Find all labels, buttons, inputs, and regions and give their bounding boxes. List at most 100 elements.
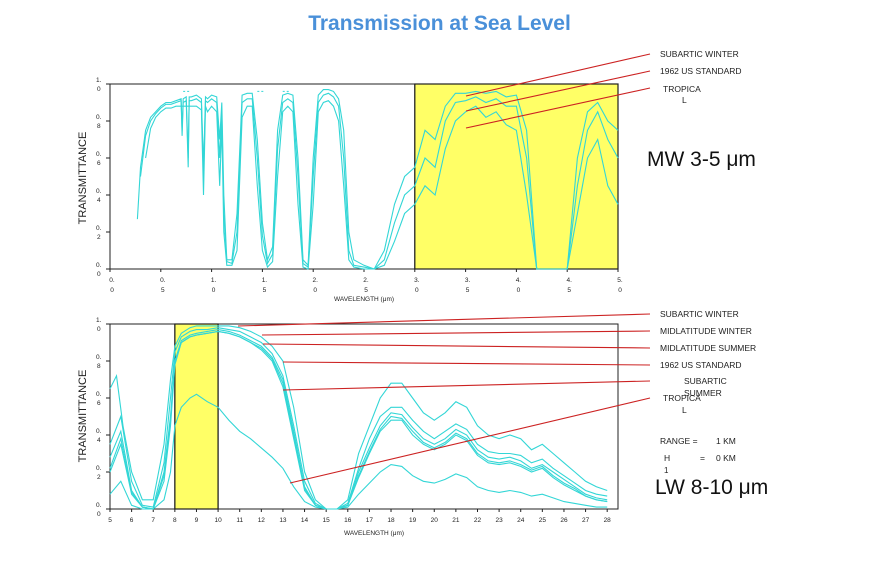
bottom-legend-leader — [282, 361, 651, 366]
top-x-tick-label: 0 — [618, 287, 622, 294]
bottom-x-tick-label: 5 — [108, 517, 112, 524]
bottom-legend-leader — [262, 343, 651, 349]
bottom-legend-label: SUBARTIC WINTER — [660, 309, 739, 319]
bottom-x-tick-label: 10 — [214, 517, 222, 524]
top-x-tick-label: 0 — [415, 287, 419, 294]
top-x-tick-label: 2. — [312, 277, 318, 284]
top-x-tick-label: 4. — [566, 277, 572, 284]
bottom-x-tick-label: 15 — [323, 517, 331, 524]
top-x-tick-label: 0 — [212, 287, 216, 294]
bottom-legend-leader — [282, 380, 651, 391]
top-legend-leader — [465, 53, 651, 97]
bottom-legend-leader — [237, 313, 651, 327]
bottom-x-tick-label: 20 — [431, 517, 439, 524]
height-label: H — [664, 453, 670, 463]
bottom-x-tick-label: 12 — [258, 517, 266, 524]
height-subscript: 1 — [664, 466, 669, 475]
bottom-x-tick-label: 18 — [387, 517, 395, 524]
top-y-tick-label: 0. — [96, 151, 102, 158]
bottom-x-tick-label: 11 — [236, 517, 243, 524]
bottom-highlight-band — [174, 323, 219, 510]
bottom-x-tick-label: 27 — [582, 517, 590, 524]
top-legend-label: 1962 US STANDARD — [660, 66, 742, 76]
top-x-tick-label: 5 — [161, 287, 165, 294]
top-legend-label: TROPICA — [663, 84, 701, 94]
top-x-tick-label: 5 — [466, 287, 470, 294]
bottom-y-tick-label: 0. — [96, 428, 102, 435]
top-series-line — [145, 100, 619, 270]
top-x-tick-label: 5 — [364, 287, 368, 294]
top-series-line — [139, 92, 619, 270]
bottom-x-tick-label: 13 — [279, 517, 287, 524]
top-x-tick-label: 1. — [211, 277, 217, 284]
top-x-tick-label: 0 — [110, 287, 114, 294]
bottom-x-tick-label: 19 — [409, 517, 417, 524]
bottom-series-line — [109, 393, 608, 510]
bottom-y-tick-label: 2 — [97, 474, 101, 481]
top-y-tick-label: 8 — [97, 123, 101, 130]
bottom-legend-label: MIDLATITUDE SUMMER — [660, 343, 756, 353]
bottom-x-axis-label: WAVELENGTH (μm) — [344, 530, 404, 537]
bottom-y-tick-label: 0. — [96, 465, 102, 472]
bottom-legend-label: 1962 US STANDARD — [660, 360, 742, 370]
bottom-y-tick-label: 1. — [96, 317, 102, 324]
top-x-tick-label: 0. — [109, 277, 115, 284]
bottom-legend-leader — [289, 397, 651, 484]
lw-band-label: LW 8-10 μm — [655, 476, 769, 499]
top-x-tick-label: 0 — [517, 287, 521, 294]
bottom-x-tick-label: 17 — [366, 517, 374, 524]
bottom-x-tick-label: 22 — [474, 517, 482, 524]
top-legend-leader — [465, 70, 651, 112]
bottom-y-tick-label: 0. — [96, 502, 102, 509]
bottom-series-line — [109, 327, 608, 510]
top-y-tick-label: 0 — [97, 86, 101, 93]
top-x-tick-label: 4. — [516, 277, 522, 284]
top-x-tick-label: 5 — [263, 287, 267, 294]
bottom-x-tick-label: 21 — [452, 517, 460, 524]
bottom-y-tick-label: 6 — [97, 400, 101, 407]
height-equals: = — [700, 453, 705, 463]
bottom-y-tick-label: 0. — [96, 391, 102, 398]
top-x-tick-label: 2. — [363, 277, 369, 284]
bottom-y-tick-label: 0 — [97, 326, 101, 333]
top-y-tick-label: 0. — [96, 262, 102, 269]
top-x-tick-label: 5. — [617, 277, 623, 284]
range-label: RANGE = — [660, 436, 698, 446]
bottom-x-tick-label: 26 — [560, 517, 568, 524]
top-x-tick-label: 3. — [465, 277, 471, 284]
top-x-tick-label: 1. — [262, 277, 268, 284]
bottom-x-tick-label: 23 — [495, 517, 503, 524]
bottom-x-tick-label: 16 — [344, 517, 352, 524]
bottom-x-tick-label: 14 — [301, 517, 309, 524]
bottom-y-tick-label: 0. — [96, 354, 102, 361]
bottom-legend-label: SUBARTIC — [684, 376, 727, 386]
height-value: 0 KM — [716, 453, 736, 463]
top-x-axis-label: WAVELENGTH (μm) — [334, 296, 394, 303]
bottom-series-line — [109, 325, 608, 510]
bottom-x-tick-label: 8 — [173, 517, 177, 524]
top-y-tick-label: 2 — [97, 234, 101, 241]
top-x-tick-label: 0 — [313, 287, 317, 294]
top-x-tick-label: 0. — [160, 277, 166, 284]
bottom-legend-label: L — [682, 405, 687, 415]
top-legend-label: SUBARTIC WINTER — [660, 49, 739, 59]
bottom-x-tick-label: 25 — [539, 517, 547, 524]
slide-title: Transmission at Sea Level — [308, 12, 571, 35]
bottom-x-tick-label: 6 — [130, 517, 134, 524]
range-value: 1 KM — [716, 436, 736, 446]
bottom-x-tick-label: 28 — [604, 517, 612, 524]
bottom-series-line — [109, 330, 608, 510]
top-legend-leader — [465, 87, 651, 129]
top-x-tick-label: 3. — [414, 277, 420, 284]
mw-band-label: MW 3-5 μm — [647, 148, 756, 171]
top-y-tick-label: 0. — [96, 225, 102, 232]
top-y-tick-label: 0. — [96, 114, 102, 121]
bottom-x-tick-label: 7 — [151, 517, 155, 524]
top-y-tick-label: 0. — [96, 188, 102, 195]
bottom-legend-label: MIDLATITUDE WINTER — [660, 326, 752, 336]
bottom-y-tick-label: 4 — [97, 437, 101, 444]
top-y-tick-label: 1. — [96, 77, 102, 84]
bottom-y-tick-label: 0 — [97, 511, 101, 518]
